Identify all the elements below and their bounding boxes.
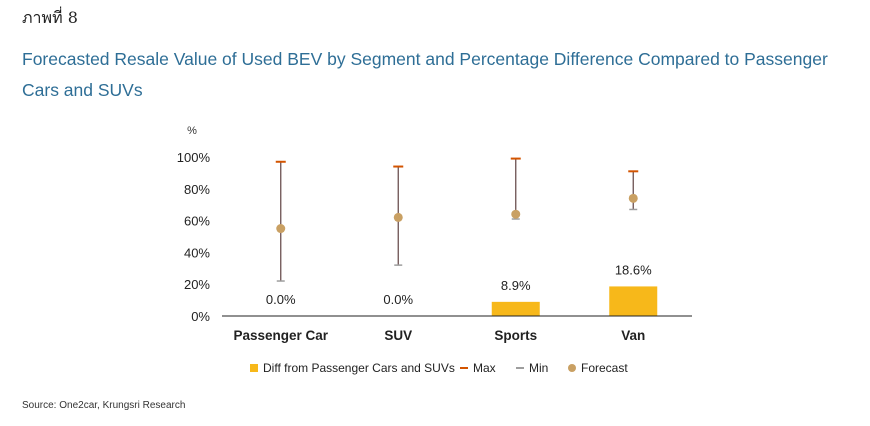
- bar-series: 0.0% 0.0% 8.9% 18.6%: [266, 262, 658, 316]
- legend-label: Forecast: [581, 361, 628, 375]
- forecast-point: [393, 212, 403, 222]
- y-tick-label: 80%: [184, 182, 210, 197]
- figure-label: ภาพที่ 8: [22, 8, 78, 27]
- x-axis: Passenger Car SUV Sports Van: [222, 315, 692, 343]
- min-max-series: [275, 157, 639, 282]
- bar-data-label: 0.0%: [266, 292, 296, 307]
- y-tick-label: 60%: [184, 214, 210, 229]
- bar: [491, 301, 540, 316]
- x-tick-label: Van: [621, 328, 645, 343]
- x-tick-label: Passenger Car: [233, 328, 328, 343]
- legend-swatch: [250, 364, 258, 372]
- x-tick-label: Sports: [494, 328, 537, 343]
- bar-data-label: 8.9%: [501, 278, 531, 293]
- bar-data-label: 18.6%: [615, 262, 652, 277]
- y-axis: % 0% 20% 40% 60% 80% 100%: [177, 125, 211, 324]
- forecast-point: [276, 224, 286, 234]
- y-tick-label: 0%: [191, 309, 210, 324]
- chart-title: Forecasted Resale Value of Used BEV by S…: [22, 49, 828, 100]
- legend: Diff from Passenger Cars and SUVs Max Min F…: [250, 361, 628, 375]
- bar-data-label: 0.0%: [383, 292, 413, 307]
- y-tick-label: 20%: [184, 277, 210, 292]
- forecast-point: [511, 209, 521, 219]
- x-tick-label: SUV: [384, 328, 412, 343]
- y-tick-label: 40%: [184, 245, 210, 260]
- source-note: Source: One2car, Krungsri Research: [22, 400, 186, 411]
- forecast-point: [628, 193, 638, 203]
- y-unit-label: %: [187, 125, 197, 137]
- bar: [609, 286, 658, 316]
- legend-label: Diff from Passenger Cars and SUVs: [263, 361, 455, 375]
- legend-label: Max: [473, 361, 496, 375]
- legend-label: Min: [529, 361, 548, 375]
- legend-swatch: [568, 364, 576, 372]
- y-tick-label: 100%: [177, 150, 211, 165]
